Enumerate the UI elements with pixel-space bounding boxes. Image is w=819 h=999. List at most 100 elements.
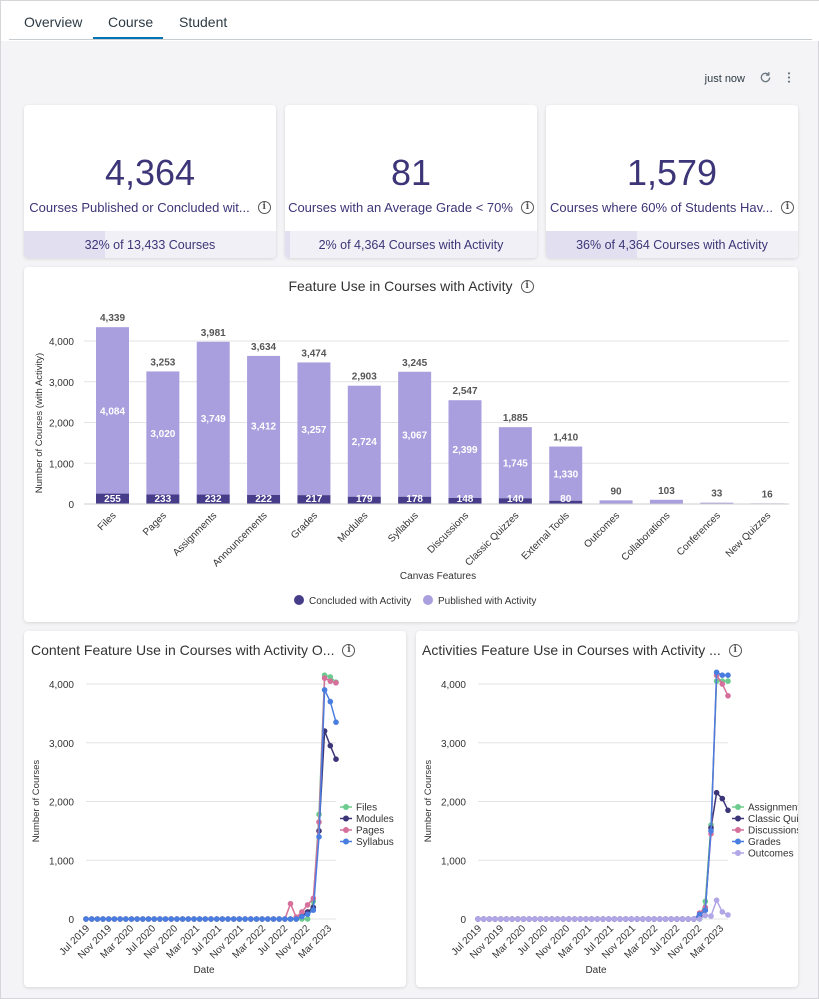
data-point [566, 916, 572, 922]
data-point [583, 916, 589, 922]
x-tick-label: Pages [141, 510, 169, 538]
bar-published [247, 355, 281, 495]
legend-marker [735, 850, 741, 856]
bar-total-label: 3,634 [251, 342, 276, 353]
legend-label: Pages [356, 826, 384, 837]
data-point [605, 916, 612, 922]
series-line [478, 671, 728, 920]
info-icon[interactable]: i [781, 201, 795, 214]
bar-published [398, 371, 432, 497]
data-point [725, 693, 731, 699]
bar-total-label: 1,885 [503, 413, 528, 424]
bar-published [196, 341, 230, 495]
data-point [571, 916, 578, 922]
bar-label-published: 1,330 [553, 470, 578, 481]
info-icon[interactable]: i [520, 201, 534, 214]
data-point [321, 687, 328, 693]
bar-label-published: 2,724 [352, 437, 377, 448]
legend-marker [735, 827, 741, 833]
y-tick-label: 1,000 [441, 856, 466, 867]
data-point [702, 907, 709, 913]
data-point [702, 912, 709, 919]
data-point [674, 916, 680, 922]
data-point [537, 916, 544, 922]
x-tick-label: Conferences [675, 510, 723, 558]
data-point [321, 675, 328, 681]
bar-published [347, 385, 381, 497]
data-point [117, 916, 123, 922]
data-point [509, 916, 515, 922]
y-tick-label: 1,000 [49, 459, 74, 470]
data-point [600, 916, 606, 922]
data-point [327, 742, 334, 749]
data-point [310, 907, 317, 913]
data-point [134, 916, 140, 922]
data-point [304, 916, 311, 922]
more-options-icon[interactable] [786, 71, 792, 87]
tab-divider [9, 39, 812, 40]
bar-label-concluded: 217 [306, 494, 323, 505]
legend-label: Files [356, 803, 377, 814]
data-point [128, 916, 135, 922]
bar-published [700, 502, 734, 504]
chart-title-row: Feature Use in Courses with Activity i [24, 278, 798, 294]
x-tick-label: Announcements [211, 510, 270, 569]
data-point [503, 916, 510, 922]
bar-concluded [247, 494, 281, 504]
data-point [145, 916, 152, 922]
kpi-label-row: Courses with an Average Grade < 70% i [285, 200, 537, 215]
refresh-icon[interactable] [759, 71, 772, 87]
legend-marker [735, 815, 741, 822]
data-point [225, 916, 231, 922]
bar-concluded [96, 493, 129, 504]
data-point [191, 916, 197, 922]
data-point [151, 916, 157, 922]
data-point [219, 916, 226, 922]
y-tick-label: 2,000 [49, 798, 74, 809]
info-icon[interactable]: i [257, 201, 271, 214]
tab-course[interactable]: Course [108, 14, 154, 30]
data-point [253, 916, 260, 922]
bar-published [549, 446, 583, 501]
data-point [287, 916, 294, 922]
data-point [554, 916, 561, 922]
info-icon[interactable]: i [728, 643, 742, 657]
bar-total-label: 2,903 [352, 372, 377, 383]
series-line [86, 676, 337, 920]
info-icon[interactable]: i [342, 643, 356, 657]
bar-total-label: 3,253 [150, 357, 175, 368]
data-point [333, 756, 339, 762]
kpi-label: Courses where 60% of Students Hav... [549, 200, 774, 215]
data-point [327, 678, 334, 684]
data-point [543, 916, 549, 922]
data-point [492, 916, 498, 922]
legend-label: Assignments [748, 803, 798, 814]
data-point [230, 916, 237, 922]
legend-marker-published [423, 595, 433, 605]
info-icon[interactable]: i [520, 279, 534, 293]
y-tick-label: 3,000 [441, 739, 466, 750]
kpi-card-students: 1,579 Courses where 60% of Students Hav.… [546, 105, 798, 258]
kpi-card-average-grade: 81 Courses with an Average Grade < 70% i… [285, 105, 537, 258]
data-point [327, 698, 334, 705]
x-tick-label: Syllabus [386, 510, 421, 545]
data-point [168, 916, 174, 922]
data-point [628, 916, 635, 922]
data-point [287, 900, 294, 907]
y-axis-label: Number of Courses [31, 760, 42, 843]
y-tick-label: 0 [68, 500, 74, 511]
bar-total-label: 103 [658, 486, 675, 497]
kpi-label: Courses with an Average Grade < 70% [288, 200, 513, 215]
x-tick-label: Modules [336, 510, 371, 545]
data-point [713, 897, 720, 903]
data-point [299, 913, 305, 920]
bar-label-concluded: 233 [155, 494, 172, 505]
legend-marker [343, 838, 349, 845]
bar-label-published: 4,084 [100, 406, 125, 417]
tab-student[interactable]: Student [179, 14, 228, 30]
bar-published [448, 400, 482, 498]
tab-overview[interactable]: Overview [24, 14, 83, 30]
y-axis-label: Number of Courses (with Activity) [34, 353, 45, 493]
legend-label: Syllabus [356, 837, 394, 848]
